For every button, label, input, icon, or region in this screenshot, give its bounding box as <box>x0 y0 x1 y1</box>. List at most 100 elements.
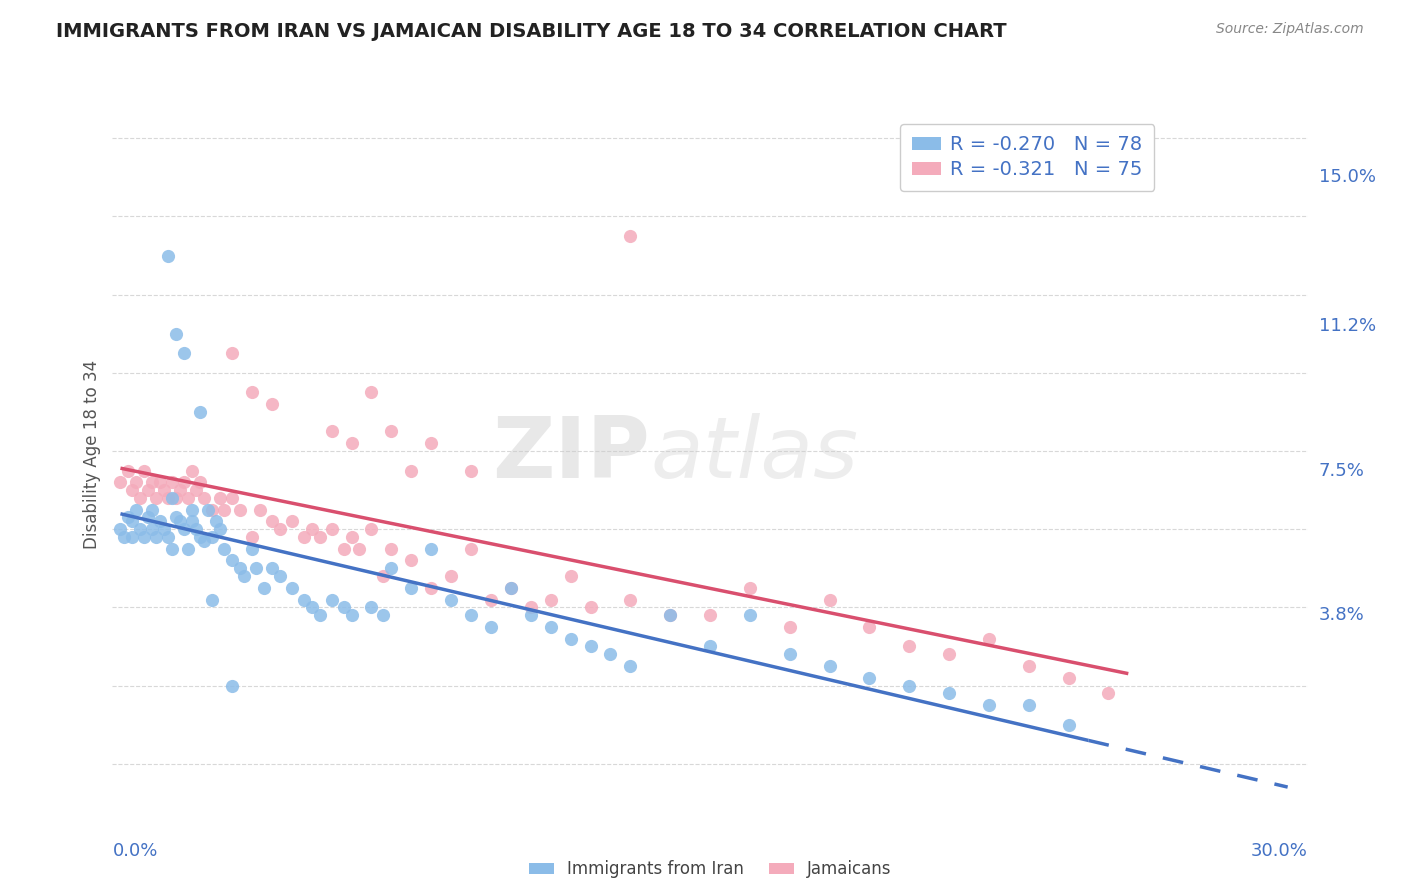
Point <box>738 608 761 623</box>
Point <box>380 541 402 556</box>
Point <box>157 249 180 263</box>
Point <box>560 632 582 646</box>
Point <box>134 464 156 478</box>
Point <box>321 425 343 439</box>
Point <box>173 522 195 536</box>
Point <box>169 483 191 497</box>
Point <box>193 533 215 548</box>
Point <box>153 522 176 536</box>
Point <box>269 522 291 536</box>
Point <box>141 502 163 516</box>
Point <box>779 647 801 661</box>
Point <box>129 522 152 536</box>
Point <box>332 600 354 615</box>
Point <box>1018 659 1040 673</box>
Point <box>440 569 463 583</box>
Point <box>858 620 880 634</box>
Point <box>779 620 801 634</box>
Point <box>292 592 315 607</box>
Y-axis label: Disability Age 18 to 34: Disability Age 18 to 34 <box>83 360 101 549</box>
Point <box>479 620 502 634</box>
Text: IMMIGRANTS FROM IRAN VS JAMAICAN DISABILITY AGE 18 TO 34 CORRELATION CHART: IMMIGRANTS FROM IRAN VS JAMAICAN DISABIL… <box>56 22 1007 41</box>
Point <box>818 592 841 607</box>
Point <box>240 541 263 556</box>
Point <box>249 502 271 516</box>
Point <box>420 581 443 595</box>
Point <box>540 592 562 607</box>
Point <box>818 659 841 673</box>
Point <box>659 608 682 623</box>
Point <box>221 679 243 693</box>
Point <box>360 522 382 536</box>
Point <box>898 679 921 693</box>
Point <box>460 608 482 623</box>
Point <box>201 530 224 544</box>
Point <box>340 530 363 544</box>
Point <box>699 608 721 623</box>
Point <box>221 553 243 567</box>
Point <box>401 581 423 595</box>
Point <box>145 491 167 505</box>
Point <box>292 530 315 544</box>
Point <box>308 608 330 623</box>
Point <box>460 541 482 556</box>
Point <box>308 530 330 544</box>
Point <box>188 405 211 419</box>
Point <box>1057 717 1080 731</box>
Point <box>380 561 402 575</box>
Point <box>208 491 231 505</box>
Point <box>157 530 180 544</box>
Point <box>173 346 195 360</box>
Point <box>212 502 235 516</box>
Point <box>281 581 304 595</box>
Point <box>699 640 721 654</box>
Point <box>181 464 204 478</box>
Point <box>153 483 176 497</box>
Point <box>321 592 343 607</box>
Point <box>579 640 602 654</box>
Point <box>121 514 143 528</box>
Point <box>245 561 267 575</box>
Point <box>301 522 323 536</box>
Point <box>134 530 156 544</box>
Point <box>898 640 921 654</box>
Text: 11.2%: 11.2% <box>1319 317 1376 334</box>
Point <box>1018 698 1040 712</box>
Point <box>162 541 183 556</box>
Point <box>401 553 423 567</box>
Point <box>380 425 402 439</box>
Point <box>229 561 252 575</box>
Point <box>420 541 443 556</box>
Point <box>858 671 880 685</box>
Point <box>977 632 1000 646</box>
Point <box>141 522 163 536</box>
Point <box>110 475 132 490</box>
Point <box>281 514 304 528</box>
Point <box>173 475 195 490</box>
Point <box>181 514 204 528</box>
Point <box>145 530 167 544</box>
Point <box>619 592 641 607</box>
Point <box>197 502 219 516</box>
Text: 15.0%: 15.0% <box>1319 169 1375 186</box>
Point <box>138 483 160 497</box>
Point <box>499 581 522 595</box>
Point <box>301 600 323 615</box>
Point <box>186 522 208 536</box>
Point <box>141 475 163 490</box>
Point <box>260 561 283 575</box>
Point <box>499 581 522 595</box>
Point <box>201 502 224 516</box>
Point <box>169 514 191 528</box>
Point <box>221 346 243 360</box>
Point <box>149 475 172 490</box>
Point <box>181 502 204 516</box>
Point <box>125 475 148 490</box>
Point <box>110 522 132 536</box>
Point <box>540 620 562 634</box>
Point <box>129 491 152 505</box>
Point <box>560 569 582 583</box>
Point <box>349 541 371 556</box>
Point <box>977 698 1000 712</box>
Point <box>177 541 200 556</box>
